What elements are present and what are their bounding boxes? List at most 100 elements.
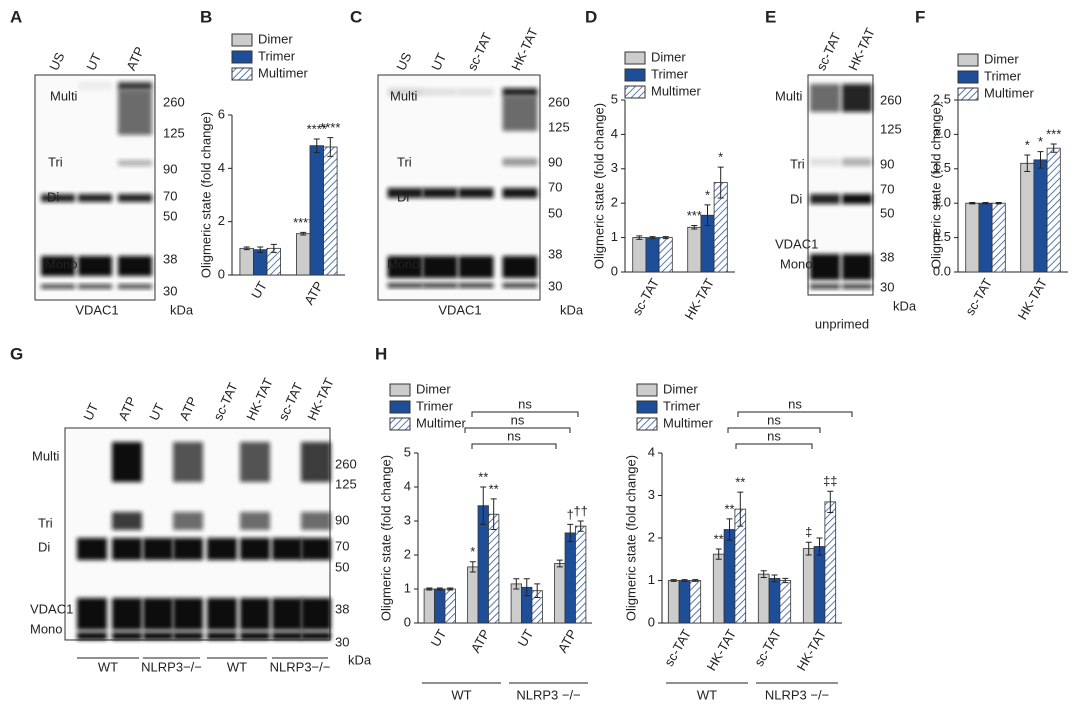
lane-label: HK-TAT xyxy=(304,376,337,423)
lane-label: HK-TAT xyxy=(845,26,878,73)
y-axis-label: Oligmeric state (fold change) xyxy=(623,455,638,621)
blot-band xyxy=(41,194,75,202)
bar xyxy=(645,237,660,273)
mw-marker: 50 xyxy=(163,208,177,223)
error-bar xyxy=(523,578,530,597)
bar xyxy=(1033,159,1048,273)
comparison-bracket xyxy=(464,427,571,433)
blot-band xyxy=(502,283,538,288)
bar xyxy=(1020,162,1035,273)
blot-band xyxy=(118,160,152,166)
panel-letter: A xyxy=(10,7,22,26)
band-label: Tri xyxy=(38,515,53,530)
legend-label: Dimer xyxy=(258,31,293,46)
bar xyxy=(768,577,781,624)
significance: †† xyxy=(573,503,587,518)
band-label: Mono xyxy=(387,256,420,271)
blot-band xyxy=(173,538,203,560)
mw-marker: 50 xyxy=(548,205,562,220)
lane-label: UT xyxy=(80,401,101,423)
band-label: Tri xyxy=(790,156,805,171)
mw-marker: 260 xyxy=(163,94,185,109)
y-tick-label: 2.0 xyxy=(933,126,951,141)
error-bar xyxy=(257,246,264,253)
blot-band xyxy=(77,598,107,630)
error-bar xyxy=(243,246,250,251)
blot-band xyxy=(78,284,112,289)
error-bar xyxy=(827,490,834,513)
mw-marker: 30 xyxy=(163,283,177,298)
lane-label: HK-TAT xyxy=(243,376,276,423)
y-tick-label: 4 xyxy=(404,478,411,493)
blot-band xyxy=(842,158,872,166)
significance: *** xyxy=(687,208,702,223)
error-bar xyxy=(426,587,433,591)
blot-band xyxy=(502,96,538,131)
error-bar xyxy=(513,578,520,590)
x-tick-label: HK-TAT xyxy=(704,627,740,674)
y-tick-label: 2.5 xyxy=(933,91,951,106)
x-tick-label: sc-TAT xyxy=(629,276,662,318)
y-tick-label: 3 xyxy=(648,487,655,502)
significance: † xyxy=(567,507,574,522)
x-tick-label: HK-TAT xyxy=(794,627,830,674)
blot-band xyxy=(41,256,75,276)
y-tick-label: 5 xyxy=(611,91,618,106)
mw-marker: 125 xyxy=(548,119,570,134)
blot-band xyxy=(502,188,538,198)
bar xyxy=(1046,147,1061,273)
comparison-label: ns xyxy=(767,428,781,443)
blot-caption: VDAC1 xyxy=(75,302,118,317)
error-bar xyxy=(691,225,698,230)
blot-band xyxy=(458,256,494,278)
y-tick-label: 2 xyxy=(648,529,655,544)
error-bar xyxy=(534,583,541,598)
x-tick-label: UT xyxy=(428,627,450,650)
group-label: WT xyxy=(227,659,247,674)
mw-marker: 30 xyxy=(880,279,894,294)
lane-label: ATP xyxy=(123,44,147,72)
legend-swatch xyxy=(231,67,253,81)
blot-band xyxy=(118,256,152,276)
significance: ** xyxy=(478,469,488,484)
bar xyxy=(802,548,815,624)
blot-band xyxy=(387,188,423,198)
band-label: Multi xyxy=(50,88,78,103)
significance: *** xyxy=(1046,126,1061,141)
protein-label: VDAC1 xyxy=(30,601,73,616)
band-label: Tri xyxy=(48,154,63,169)
x-tick-label: HK-TAT xyxy=(1015,276,1051,323)
x-tick-label: UT xyxy=(515,627,537,650)
y-tick-label: 0 xyxy=(404,614,411,629)
y-axis-label: Oligmeric state (fold change) xyxy=(378,455,393,621)
error-bar xyxy=(782,577,789,584)
comparison-label: ns xyxy=(511,412,525,427)
x-tick-label: sc-TAT xyxy=(751,627,784,669)
comparison-label: ns xyxy=(767,412,781,427)
band-label: Mono xyxy=(45,256,78,271)
error-bar xyxy=(717,166,724,199)
blot-band xyxy=(272,538,302,560)
blot-band xyxy=(502,158,538,166)
error-bar xyxy=(704,204,711,227)
bar xyxy=(575,525,587,624)
unit-label: kDa xyxy=(348,652,372,667)
y-axis-label: Oligmeric state (fold change) xyxy=(591,103,606,269)
blot-band xyxy=(78,82,112,90)
error-bar xyxy=(436,587,443,591)
lane-label: US xyxy=(46,50,67,73)
mw-marker: 38 xyxy=(880,249,894,264)
mw-marker: 50 xyxy=(335,559,349,574)
bar xyxy=(564,532,576,624)
error-bar xyxy=(556,559,563,568)
bar xyxy=(687,226,702,273)
lane-label: sc-TAT xyxy=(275,380,306,423)
y-tick-label: 0 xyxy=(611,263,618,278)
blot-band xyxy=(173,512,203,530)
blot-band xyxy=(842,284,872,289)
bar xyxy=(991,202,1006,273)
y-tick-label: 1 xyxy=(611,229,618,244)
blot-band xyxy=(387,88,423,96)
bar xyxy=(757,573,770,624)
band-label: Multi xyxy=(775,88,803,103)
